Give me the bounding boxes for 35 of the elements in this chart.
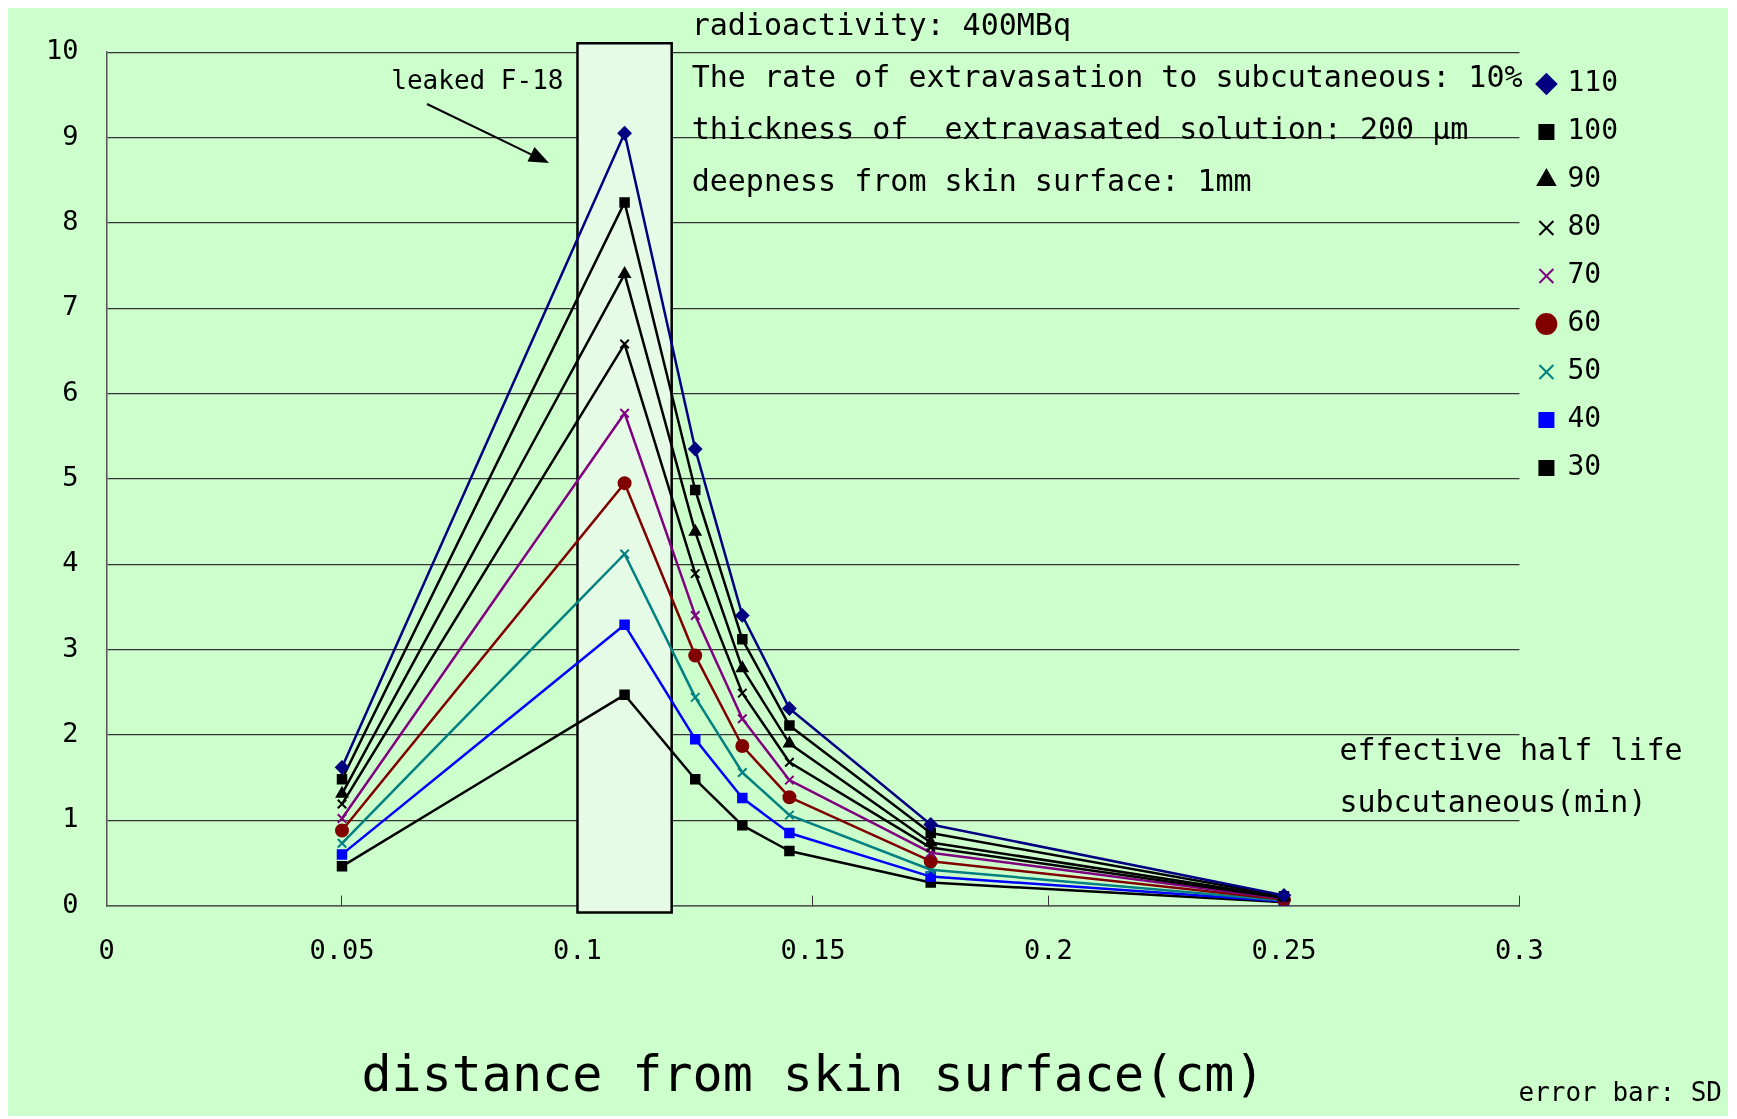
x-tick-label: 0.05: [309, 933, 375, 965]
legend-label: 80: [1567, 209, 1602, 243]
legend-label: 70: [1567, 257, 1602, 291]
text: radioactivity: 400MBq: [691, 7, 1071, 42]
y-tick-label: 0: [62, 887, 79, 919]
legend-label: 110: [1567, 65, 1619, 99]
x-axis-title: distance from skin surface(cm): [361, 1044, 1265, 1103]
y-tick-label: 8: [62, 204, 79, 236]
legend-label: 50: [1567, 353, 1602, 387]
text: error bar: SD: [1518, 1076, 1722, 1107]
y-tick-label: 9: [62, 119, 79, 151]
y-tick-label: 10: [46, 34, 79, 66]
legend-label: 60: [1567, 305, 1602, 339]
legend-label: 30: [1567, 449, 1602, 483]
x-tick-label: 0.2: [1024, 933, 1073, 965]
x-tick-label: 0.15: [780, 933, 846, 965]
y-tick-label: 1: [62, 802, 79, 834]
x-tick-label: 0: [98, 933, 115, 965]
annotation: thickness of extravasated solution: 200 μm: [691, 111, 1469, 146]
y-tick-label: 6: [62, 375, 79, 407]
annotation: deepness from skin surface: 1mm: [691, 163, 1252, 198]
x-tick-label: 0.25: [1251, 933, 1317, 965]
band-label: leaked F-18: [391, 64, 564, 95]
legend-label: 100: [1567, 113, 1619, 147]
y-tick-label: 2: [62, 716, 79, 748]
y-tick-label: 5: [62, 460, 79, 492]
legend-title: effective half life subcutaneous(min): [1339, 732, 1683, 820]
x-tick-label: 0.1: [553, 933, 602, 965]
y-tick-label: 7: [62, 290, 79, 322]
legend-label: 40: [1567, 401, 1602, 435]
y-tick-label: 4: [62, 546, 79, 578]
x-tick-label: 0.3: [1495, 933, 1544, 965]
legend-label: 90: [1567, 161, 1602, 195]
y-tick-label: 3: [62, 631, 79, 663]
annotation: The rate of extravasation to subcutaneous: 10%: [691, 59, 1523, 94]
